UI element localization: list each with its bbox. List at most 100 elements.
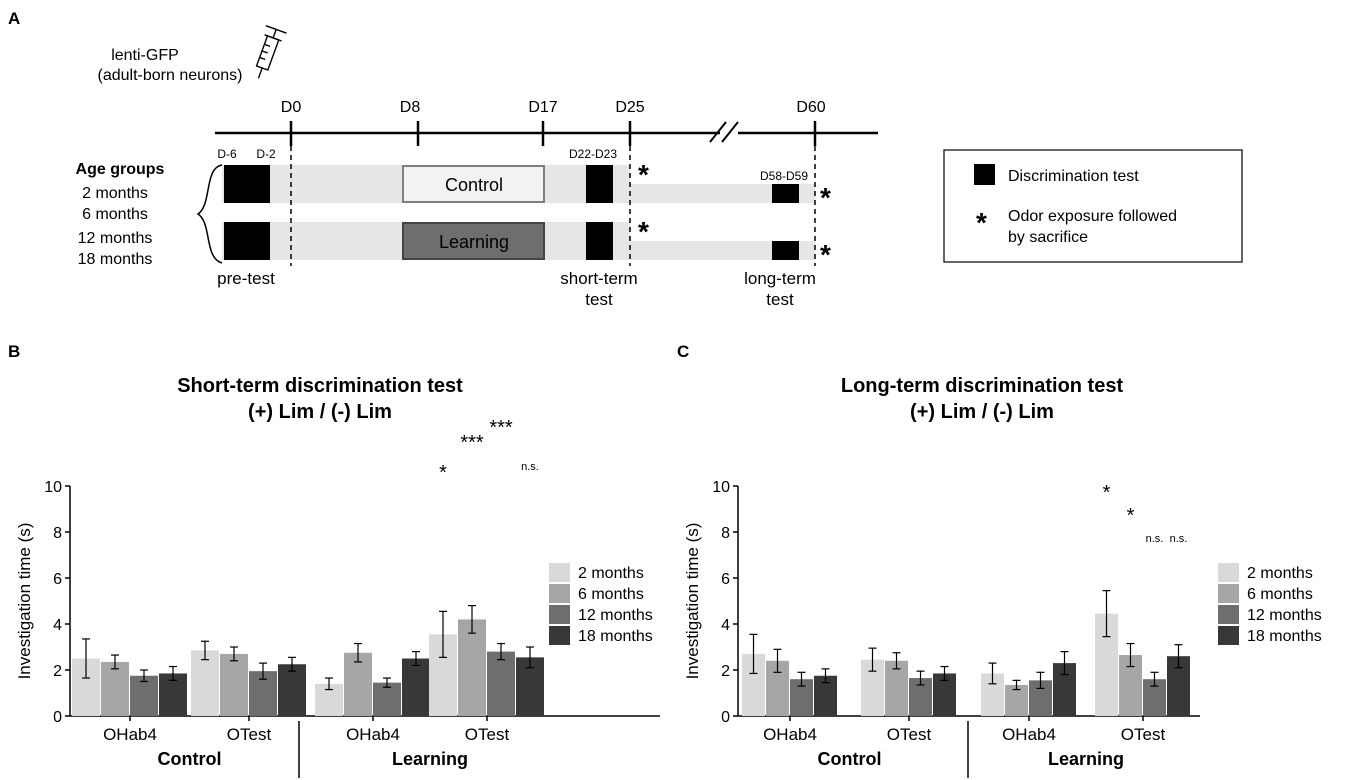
panel-a: A lenti-GFP (adult-born neurons) D0 <box>8 9 1243 309</box>
dashed-markers <box>290 146 816 266</box>
timeline <box>215 121 878 146</box>
bar <box>1029 680 1052 716</box>
bar <box>101 661 129 716</box>
injection-label-line2: (adult-born neurons) <box>98 67 243 84</box>
legend-discrimination: Discrimination test <box>1008 168 1139 185</box>
group-label: Learning <box>1048 749 1124 769</box>
day-label: D8 <box>400 99 421 116</box>
legend-odor-line1: Odor exposure followed <box>1008 208 1177 225</box>
odor-star: * <box>638 216 649 247</box>
y-tick-label: 2 <box>721 663 730 680</box>
legend-label: 18 months <box>1247 628 1322 645</box>
phase-label: test <box>766 290 794 309</box>
bar <box>1053 663 1076 716</box>
legend-swatch <box>549 584 570 603</box>
x-tick-label: OTest <box>1121 725 1166 744</box>
bar <box>458 619 486 716</box>
bar <box>1143 679 1166 716</box>
age-group-item: 2 months <box>82 185 148 202</box>
y-tick-label: 4 <box>53 617 62 634</box>
significance-label: * <box>1127 505 1135 527</box>
y-axis-label: Investigation time (s) <box>683 523 702 680</box>
panel-a-legend: Discrimination test * Odor exposure foll… <box>943 149 1243 263</box>
bar <box>861 659 884 716</box>
legend-label: 6 months <box>578 586 644 603</box>
significance-label: n.s. <box>1170 533 1188 545</box>
y-tick-label: 4 <box>721 617 730 634</box>
bar <box>1119 655 1142 716</box>
bar <box>191 650 219 716</box>
significance-label: n.s. <box>1146 533 1164 545</box>
y-tick-label: 10 <box>44 479 62 496</box>
x-tick-label: OTest <box>887 725 932 744</box>
day-label: D25 <box>615 99 644 116</box>
y-axis-label: Investigation time (s) <box>15 523 34 680</box>
bar <box>1167 656 1190 716</box>
group-label: Control <box>158 749 222 769</box>
legend-swatch <box>1218 584 1239 603</box>
bar <box>373 682 401 716</box>
group-label: Learning <box>392 749 468 769</box>
y-tick-label: 10 <box>712 479 730 496</box>
phase-label: pre-test <box>217 269 275 288</box>
x-tick-label: OHab4 <box>1002 725 1056 744</box>
control-row <box>222 165 815 203</box>
legend-swatch <box>1218 626 1239 645</box>
chart-b-subtitle: (+) Lim / (-) Lim <box>248 401 392 423</box>
x-tick-label: OTest <box>227 725 272 744</box>
legend-odor-line2: by sacrifice <box>1008 229 1088 246</box>
chart-b: 0 2 4 6 8 10 Investigation time (s) OHab4 OTest O… <box>15 417 660 778</box>
brace <box>196 164 223 264</box>
day-label: D17 <box>528 99 557 116</box>
y-tick-label: 8 <box>721 525 730 542</box>
phase-label: short-term <box>560 269 637 288</box>
day-label: D0 <box>281 99 302 116</box>
bar <box>742 653 765 716</box>
bar <box>814 675 837 716</box>
significance-label: * <box>439 462 447 484</box>
x-tick-label: OHab4 <box>346 725 400 744</box>
age-group-item: 18 months <box>78 251 153 268</box>
bar <box>130 675 158 716</box>
discrimination-swatch <box>974 164 995 185</box>
y-tick-label: 0 <box>53 709 62 726</box>
significance-label: *** <box>489 417 513 439</box>
learning-row <box>222 222 815 260</box>
legend-label: 18 months <box>578 628 653 645</box>
legend-swatch <box>549 626 570 645</box>
injection-label-line1: lenti-GFP <box>111 47 179 64</box>
day-label-small: D-2 <box>256 147 276 161</box>
odor-star: * <box>820 182 831 213</box>
legend-label: 6 months <box>1247 586 1313 603</box>
bar <box>909 678 932 716</box>
x-tick-label: OHab4 <box>763 725 817 744</box>
syringe-icon <box>255 25 287 79</box>
chart-c-title: Long-term discrimination test <box>841 375 1124 397</box>
day-label-small: D22-D23 <box>569 147 617 161</box>
bar <box>278 664 306 716</box>
age-group-item: 12 months <box>78 230 153 247</box>
legend-swatch <box>549 605 570 624</box>
bar <box>1005 684 1028 716</box>
phase-label: test <box>585 290 613 309</box>
panel-b-letter: B <box>8 342 20 361</box>
legend-swatch <box>1218 563 1239 582</box>
y-tick-label: 6 <box>53 571 62 588</box>
bar <box>220 653 248 716</box>
y-tick-label: 8 <box>53 525 62 542</box>
y-tick-label: 6 <box>721 571 730 588</box>
legend-label: 12 months <box>1247 607 1322 624</box>
significance-label: *** <box>460 432 484 454</box>
significance-label: * <box>1103 482 1111 504</box>
chart-b-title: Short-term discrimination test <box>177 375 463 397</box>
day-label-small: D58-D59 <box>760 169 808 183</box>
bar <box>487 651 515 716</box>
age-group-item: 6 months <box>82 206 148 223</box>
panel-c-letter: C <box>677 342 689 361</box>
bar <box>933 673 956 716</box>
day-label: D60 <box>796 99 825 116</box>
control-group-label: Control <box>445 175 503 195</box>
panel-a-letter: A <box>8 9 20 28</box>
legend-label: 12 months <box>578 607 653 624</box>
